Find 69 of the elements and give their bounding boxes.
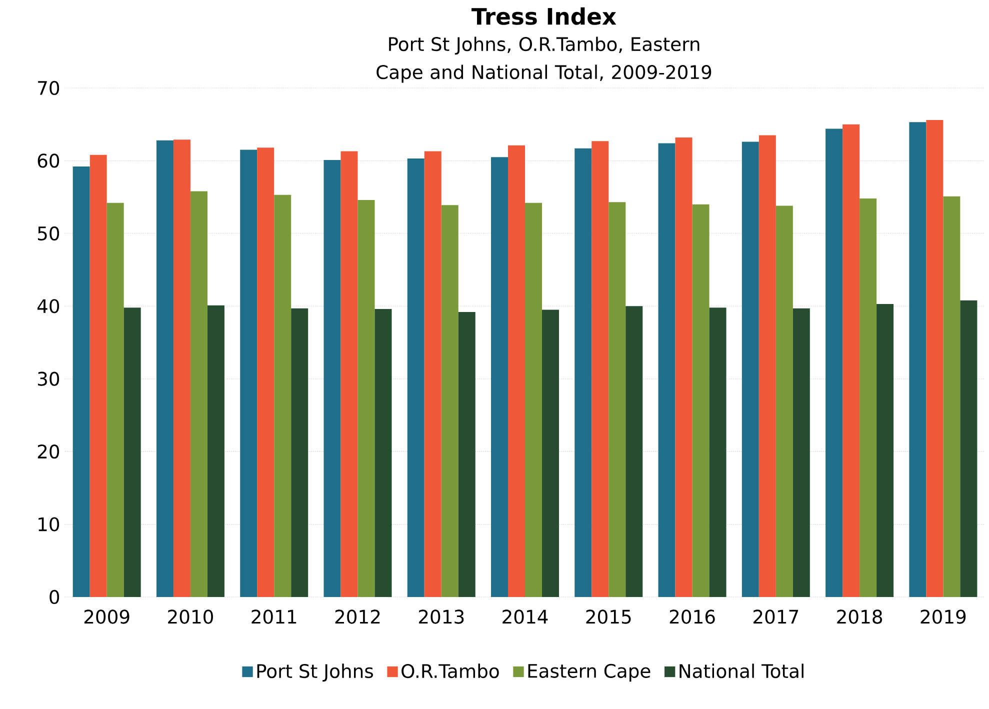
bar [626, 306, 643, 597]
x-tick-label: 2015 [586, 610, 631, 624]
bar [124, 308, 141, 597]
bar [776, 206, 793, 597]
x-tick-label: 2019 [920, 610, 966, 624]
x-tick-label: 2009 [84, 610, 130, 624]
legend-label: O.R.Tambo [402, 664, 499, 678]
bar [291, 308, 308, 597]
bar [207, 305, 224, 597]
bar [508, 145, 525, 597]
x-tick-label: 2013 [418, 610, 464, 624]
x-tick-label: 2011 [252, 610, 296, 624]
bar [156, 140, 174, 597]
y-tick-label: 60 [38, 154, 60, 168]
x-tick-label: 2014 [502, 610, 548, 624]
bar [274, 194, 292, 597]
y-tick-label: 20 [38, 444, 60, 459]
bar [340, 151, 358, 597]
bar [173, 140, 190, 597]
bar [407, 158, 424, 597]
bar [692, 204, 710, 597]
y-tick-label: 30 [38, 372, 60, 386]
x-tick-label: 2018 [837, 610, 882, 624]
bar [358, 200, 375, 597]
bar [458, 312, 476, 597]
bar [374, 309, 392, 597]
bar [190, 191, 208, 597]
bar [876, 304, 894, 597]
legend-label: Port St Johns [257, 664, 373, 682]
bar [826, 128, 843, 597]
x-tick-label: 2017 [754, 610, 798, 624]
y-tick-label: 0 [50, 590, 60, 604]
y-tick-label: 50 [38, 226, 60, 240]
chart-subtitle: Port St Johns, O.R.Tambo, Eastern Cape and National Total, 2009-2019 [376, 36, 712, 83]
bar [424, 151, 442, 597]
x-tick-label: 2010 [168, 610, 213, 624]
bar [106, 202, 124, 597]
bar [240, 150, 258, 597]
bar [542, 310, 560, 597]
y-tick-label: 70 [38, 80, 60, 96]
bar [608, 202, 626, 597]
bar [324, 160, 341, 597]
x-tick-label: 2012 [335, 610, 380, 624]
chart-title: Tress Index [472, 7, 616, 25]
bar [90, 154, 107, 597]
x-tick-label: 2016 [670, 610, 715, 624]
y-tick-label: 10 [38, 517, 60, 532]
bar [792, 308, 810, 597]
legend-label: National Total [680, 664, 804, 678]
legend-label: Eastern Cape [528, 664, 650, 682]
bar [943, 196, 960, 597]
bar [574, 148, 592, 597]
bar [742, 142, 759, 597]
bar [592, 141, 609, 597]
bar [926, 120, 944, 597]
bar [441, 205, 458, 597]
bar [758, 135, 776, 597]
bar [842, 124, 860, 597]
y-tick-label: 40 [37, 299, 60, 314]
bar [257, 148, 274, 597]
bar [675, 137, 692, 597]
bar [960, 300, 978, 597]
bar [525, 202, 542, 597]
bar [658, 143, 676, 597]
bar [909, 122, 926, 597]
bar [72, 166, 90, 597]
bar [709, 308, 726, 597]
bar [860, 198, 877, 597]
bar [491, 157, 508, 597]
